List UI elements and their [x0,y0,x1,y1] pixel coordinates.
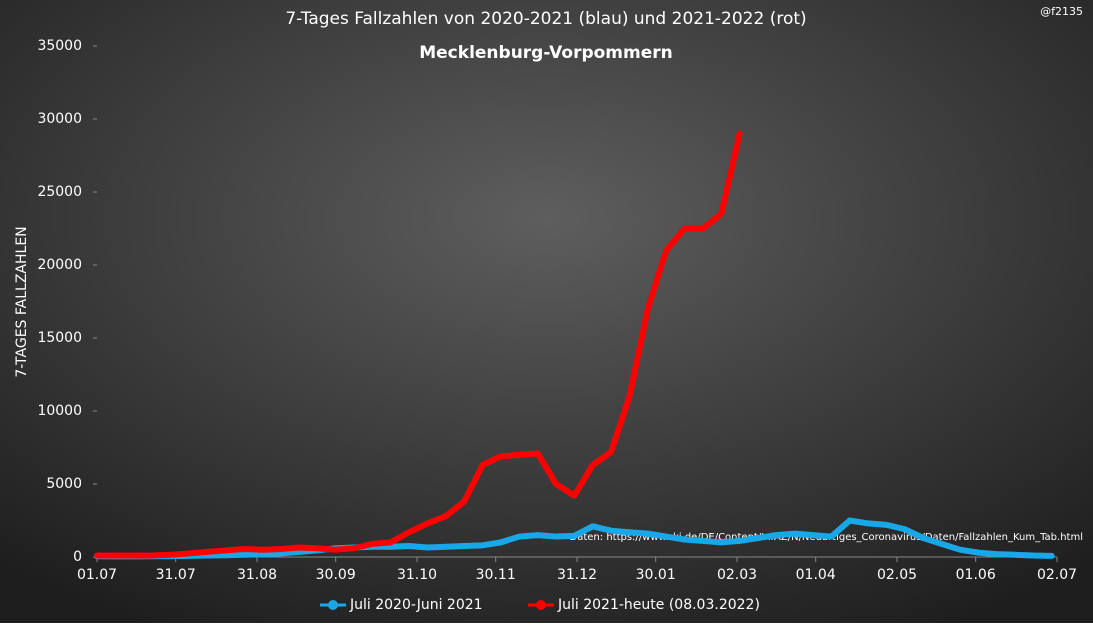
legend-label: Juli 2020-Juni 2021 [349,597,483,613]
legend-label: Juli 2021-heute (08.03.2022) [557,597,760,613]
y-axis-label: 7-TAGES FALLZAHLEN [14,226,30,377]
x-tick-label: 30.09 [316,567,356,583]
x-tick-label: 30.01 [636,567,676,583]
chart-title: 7-Tages Fallzahlen von 2020-2021 (blau) … [285,9,806,29]
x-tick-label: 02.07 [1037,567,1077,583]
chart-subtitle: Mecklenburg-Vorpommern [419,43,673,63]
y-tick-label: 30000 [37,111,82,127]
x-tick-label: 31.12 [557,567,597,583]
y-tick-label: 5000 [46,476,82,492]
legend-marker [536,600,546,610]
x-tick-label: 02.03 [717,567,757,583]
x-tick-label: 01.04 [796,567,836,583]
x-tick-label: 30.11 [476,567,516,583]
credit: @f2135 [1040,5,1083,18]
x-tick-label: 31.08 [237,567,277,583]
x-tick-label: 02.05 [877,567,917,583]
y-tick-label: 15000 [37,330,82,346]
y-tick-label: 25000 [37,184,82,200]
y-tick-label: 20000 [37,257,82,273]
y-tick-label: 0 [73,549,82,565]
y-tick-label: 10000 [37,403,82,419]
legend-marker [328,600,338,610]
series-line [94,517,1055,560]
y-tick-label: 35000 [37,38,82,54]
x-tick-label: 31.07 [156,567,196,583]
x-tick-label: 01.06 [956,567,996,583]
x-tick-label: 31.10 [397,567,437,583]
x-tick-label: 01.07 [77,567,117,583]
series-line [94,130,743,559]
